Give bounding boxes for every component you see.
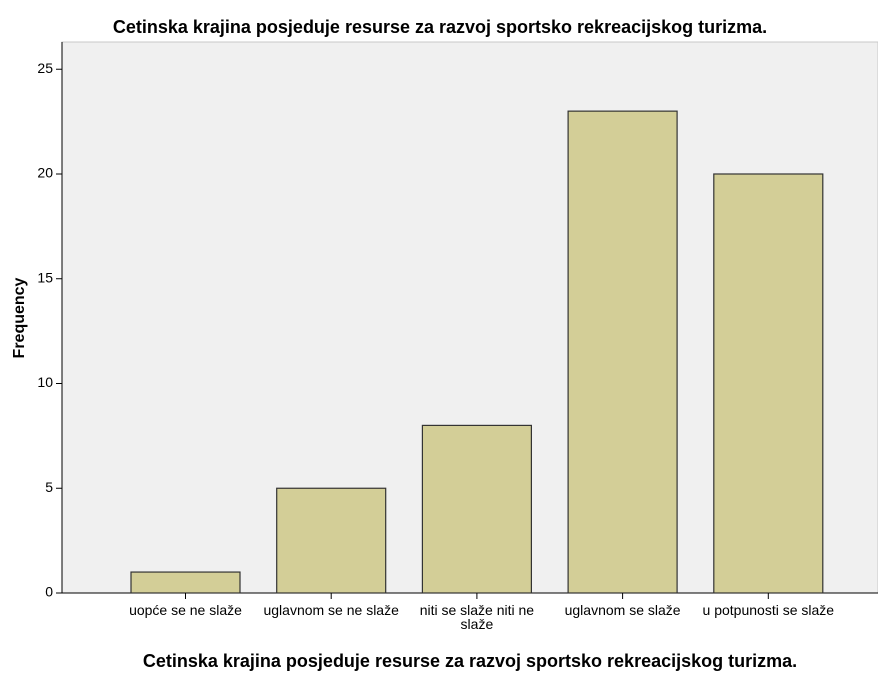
bar — [713, 173, 824, 594]
bar — [567, 110, 678, 594]
y-axis-title: Frequency — [11, 277, 28, 358]
x-axis-title: Cetinska krajina posjeduje resurse za ra… — [143, 651, 797, 671]
y-tick-label: 10 — [37, 374, 53, 390]
y-tick-label: 0 — [45, 584, 53, 600]
chart-title: Cetinska krajina posjeduje resurse za ra… — [113, 17, 767, 37]
y-tick-label: 20 — [37, 165, 53, 181]
y-tick-label: 25 — [37, 60, 53, 76]
x-tick-label: uopće se ne slaže — [129, 602, 242, 618]
bar — [421, 424, 532, 594]
x-tick-label: niti se slaže niti ne slaže — [419, 602, 535, 632]
y-tick-label: 5 — [45, 479, 53, 495]
x-tick-label: uglavnom se ne slaže — [263, 602, 399, 618]
x-tick-label: uglavnom se slaže — [564, 602, 681, 618]
bar — [130, 571, 241, 594]
y-tick-label: 15 — [37, 269, 53, 285]
bar — [276, 487, 387, 594]
x-tick-label: u potpunosti se slaže — [702, 602, 835, 618]
